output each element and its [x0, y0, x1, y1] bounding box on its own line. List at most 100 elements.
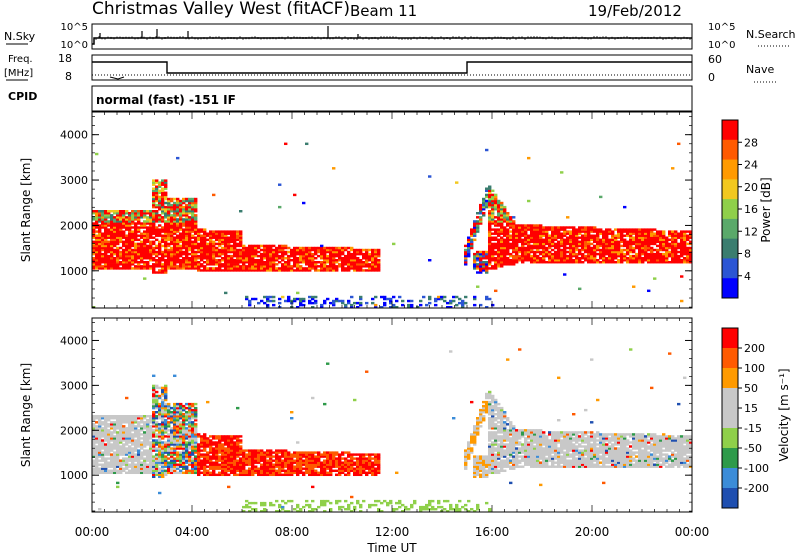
heatmap-cell: [629, 246, 633, 250]
heatmap-cell: [170, 250, 174, 254]
heatmap-cell: [98, 228, 102, 231]
heatmap-cell: [191, 267, 195, 270]
heatmap-cell: [242, 269, 246, 272]
heatmap-cell: [683, 257, 687, 260]
heatmap-cell: [116, 461, 120, 464]
heatmap-cell: [125, 220, 129, 223]
heatmap-cell: [599, 242, 603, 246]
heatmap-cell: [326, 261, 330, 264]
heatmap-cell: [119, 220, 123, 223]
heatmap-cell: [92, 252, 96, 256]
heatmap-cell: [509, 234, 513, 237]
heatmap-cell: [179, 469, 183, 473]
heatmap-cell: [164, 411, 168, 414]
heatmap-cell: [170, 431, 174, 434]
heatmap-cell: [239, 441, 243, 444]
heatmap-cell: [281, 259, 285, 262]
heatmap-cell: [167, 216, 171, 219]
heatmap-cell: [176, 257, 180, 260]
heatmap-cell: [215, 473, 219, 477]
heatmap-cell: [122, 421, 126, 424]
heatmap-cell: [506, 244, 510, 248]
heatmap-cell: [158, 199, 162, 203]
heatmap-cell: [161, 392, 165, 396]
heatmap-cell: [305, 248, 309, 252]
heatmap-cell: [107, 265, 111, 268]
heatmap-cell: [203, 265, 207, 268]
heatmap-cell: [170, 265, 174, 268]
heatmap-cell: [680, 259, 684, 262]
heatmap-cell: [341, 257, 345, 260]
heatmap-cell: [605, 228, 609, 231]
heatmap-cell: [506, 261, 510, 264]
heatmap-cell: [185, 220, 189, 223]
heatmap-cell: [656, 244, 660, 248]
heatmap-cell: [287, 467, 291, 470]
heatmap-cell: [161, 445, 165, 448]
heatmap-cell: [491, 205, 495, 209]
heatmap-cell: [635, 252, 639, 256]
heatmap-cell: [359, 263, 363, 266]
heatmap-cell: [185, 406, 189, 410]
heatmap-cell: [233, 471, 237, 475]
heatmap-cell: [182, 257, 186, 260]
heatmap-cell: [140, 267, 144, 270]
heatmap-cell: [491, 232, 495, 235]
heatmap-cell: [545, 228, 549, 231]
heatmap-cell: [164, 197, 168, 201]
heatmap-cell: [350, 246, 354, 250]
heatmap-cell: [284, 257, 288, 260]
heatmap-cell: [578, 257, 582, 260]
cpid-panel: [91, 85, 693, 112]
heatmap-cell: [113, 467, 117, 470]
heatmap-cell: [626, 250, 630, 254]
heatmap-cell: [146, 257, 150, 260]
heatmap-cell: [191, 224, 195, 227]
heatmap-cell: [473, 257, 477, 260]
heatmap-cell: [116, 433, 120, 436]
heatmap-cell: [158, 203, 162, 207]
heatmap-cell: [233, 265, 237, 268]
heatmap-cell: [302, 267, 306, 270]
heatmap-cell: [137, 463, 141, 466]
heatmap-cell: [464, 257, 468, 260]
heatmap-cell: [104, 220, 108, 223]
heatmap-cell: [161, 465, 165, 468]
heatmap-cell: [143, 210, 147, 213]
heatmap-cell: [266, 295, 270, 299]
heatmap-cell: [206, 244, 210, 248]
heatmap-cell: [236, 230, 240, 233]
heatmap-cell: [440, 295, 444, 299]
heatmap-cell: [626, 240, 630, 244]
heatmap-cell: [170, 210, 174, 213]
heatmap-cell: [260, 259, 264, 262]
heatmap-cell: [113, 439, 117, 442]
heatmap-cell: [143, 451, 147, 454]
heatmap-cell: [203, 435, 207, 438]
heatmap-cell: [686, 246, 690, 250]
heatmap-cell: [170, 197, 174, 201]
heatmap-cell: [113, 421, 117, 424]
heatmap-cell: [611, 250, 615, 254]
heatmap-cell: [671, 259, 675, 262]
heatmap-cell: [491, 222, 495, 225]
heatmap-cell: [527, 224, 531, 227]
heatmap-cell: [182, 453, 186, 456]
heatmap-cell: [590, 254, 594, 258]
heatmap-cell: [176, 465, 180, 468]
heatmap-cell: [602, 240, 606, 244]
heatmap-cell: [350, 265, 354, 268]
heatmap-cell: [143, 425, 147, 428]
heatmap-cell: [194, 208, 198, 211]
heatmap-cell: [236, 459, 240, 462]
heatmap-cell: [137, 212, 141, 215]
heatmap-cell: [200, 234, 204, 237]
heatmap-cell: [194, 402, 198, 406]
heatmap-cell: [599, 228, 603, 231]
heatmap-cell: [176, 252, 180, 256]
heatmap-cell: [164, 271, 168, 274]
heatmap-cell: [152, 374, 156, 378]
heatmap-cell: [536, 226, 540, 229]
heatmap-cell: [140, 224, 144, 227]
heatmap-cell: [176, 453, 180, 456]
